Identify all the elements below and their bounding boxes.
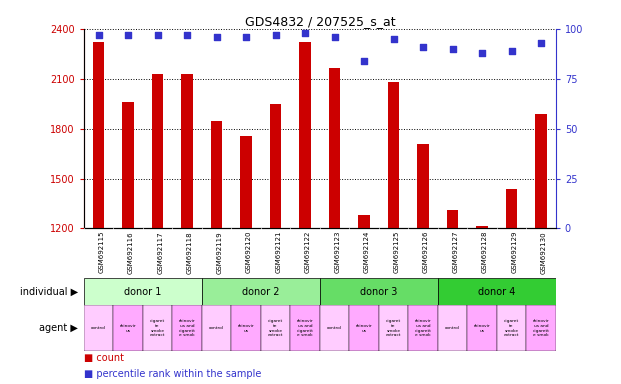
Bar <box>505 189 517 228</box>
Bar <box>417 144 429 228</box>
Text: donor 4: donor 4 <box>478 287 515 297</box>
Text: GSM692120: GSM692120 <box>246 231 252 273</box>
Text: cigaret
te
smoke
extract: cigaret te smoke extract <box>268 319 283 337</box>
Bar <box>122 102 134 228</box>
Text: GSM692124: GSM692124 <box>364 231 370 273</box>
Text: cigaret
te
smoke
extract: cigaret te smoke extract <box>504 319 519 337</box>
Point <box>94 32 104 38</box>
Bar <box>240 136 252 228</box>
Point <box>507 48 517 54</box>
Text: control: control <box>209 326 224 330</box>
Text: agent ▶: agent ▶ <box>39 323 78 333</box>
Bar <box>181 74 193 228</box>
Text: rhinovir
us: rhinovir us <box>238 324 255 333</box>
Bar <box>349 305 379 351</box>
Text: GSM692115: GSM692115 <box>99 231 104 273</box>
Bar <box>114 305 143 351</box>
Bar <box>388 82 399 228</box>
Text: GSM692121: GSM692121 <box>276 231 281 273</box>
Text: cigaret
te
smoke
extract: cigaret te smoke extract <box>386 319 401 337</box>
Bar <box>211 121 222 228</box>
Bar <box>84 305 114 351</box>
Point <box>359 58 369 64</box>
Bar <box>290 305 320 351</box>
Bar <box>231 305 261 351</box>
Point <box>330 34 340 40</box>
Text: GSM692126: GSM692126 <box>423 231 429 273</box>
Text: rhinovir
us and
cigarett
e smok: rhinovir us and cigarett e smok <box>533 319 550 337</box>
Bar <box>535 114 547 228</box>
Point <box>182 32 192 38</box>
Point <box>448 46 458 52</box>
Bar <box>202 278 320 305</box>
Text: GSM692125: GSM692125 <box>394 231 399 273</box>
Bar <box>143 305 172 351</box>
Bar <box>329 68 340 228</box>
Bar <box>476 226 488 228</box>
Point <box>153 32 163 38</box>
Text: individual ▶: individual ▶ <box>19 287 78 297</box>
Text: control: control <box>327 326 342 330</box>
Text: ■ count: ■ count <box>84 353 124 363</box>
Bar <box>152 74 163 228</box>
Point <box>241 34 251 40</box>
Bar <box>526 305 556 351</box>
Text: rhinovir
us and
cigarett
e smok: rhinovir us and cigarett e smok <box>297 319 314 337</box>
Text: donor 2: donor 2 <box>242 287 279 297</box>
Point <box>212 34 222 40</box>
Text: rhinovir
us: rhinovir us <box>120 324 137 333</box>
Text: rhinovir
us: rhinovir us <box>474 324 491 333</box>
Bar <box>172 305 202 351</box>
Text: rhinovir
us: rhinovir us <box>356 324 373 333</box>
Point <box>271 32 281 38</box>
Bar <box>299 42 311 228</box>
Text: rhinovir
us and
cigarett
e smok: rhinovir us and cigarett e smok <box>179 319 196 337</box>
Bar <box>93 42 104 228</box>
Text: GSM692127: GSM692127 <box>453 231 458 273</box>
Text: GSM692116: GSM692116 <box>128 231 134 274</box>
Bar <box>270 104 281 228</box>
Text: GSM692119: GSM692119 <box>217 231 222 274</box>
Bar <box>358 215 370 228</box>
Text: ■ percentile rank within the sample: ■ percentile rank within the sample <box>84 369 261 379</box>
Text: control: control <box>91 326 106 330</box>
Text: donor 3: donor 3 <box>360 287 397 297</box>
Text: rhinovir
us and
cigarett
e smok: rhinovir us and cigarett e smok <box>415 319 432 337</box>
Text: control: control <box>445 326 460 330</box>
Bar <box>320 278 438 305</box>
Text: GSM692118: GSM692118 <box>187 231 193 274</box>
Bar <box>379 305 408 351</box>
Point <box>536 40 546 46</box>
Bar <box>84 278 202 305</box>
Bar <box>467 305 497 351</box>
Title: GDS4832 / 207525_s_at: GDS4832 / 207525_s_at <box>245 15 395 28</box>
Text: GSM692122: GSM692122 <box>305 231 311 273</box>
Text: GSM692128: GSM692128 <box>482 231 488 273</box>
Point <box>389 36 399 42</box>
Point <box>300 30 310 36</box>
Text: GSM692129: GSM692129 <box>512 231 517 273</box>
Bar <box>438 278 556 305</box>
Point <box>123 32 133 38</box>
Text: GSM692123: GSM692123 <box>335 231 340 273</box>
Bar <box>320 305 349 351</box>
Bar <box>261 305 290 351</box>
Bar <box>446 210 458 228</box>
Text: GSM692117: GSM692117 <box>158 231 163 274</box>
Bar <box>438 305 467 351</box>
Bar <box>202 305 231 351</box>
Text: cigaret
te
smoke
extract: cigaret te smoke extract <box>150 319 165 337</box>
Bar <box>408 305 438 351</box>
Text: donor 1: donor 1 <box>124 287 161 297</box>
Bar <box>497 305 526 351</box>
Point <box>418 44 428 50</box>
Point <box>477 50 487 56</box>
Text: GSM692130: GSM692130 <box>541 231 547 274</box>
